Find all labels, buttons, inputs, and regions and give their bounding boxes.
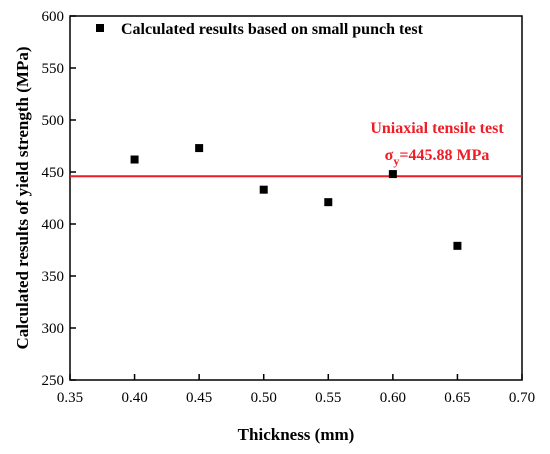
data-point xyxy=(388,170,397,179)
data-point xyxy=(130,155,139,164)
reference-value: =445.88 MPa xyxy=(399,147,489,164)
y-tick-label: 300 xyxy=(42,321,65,337)
y-tick-label: 400 xyxy=(42,217,65,233)
reference-line-label: Uniaxial tensile test xyxy=(370,120,504,137)
x-tick-label: 0.45 xyxy=(186,390,212,406)
legend-marker xyxy=(96,24,104,32)
plot-frame xyxy=(69,15,523,381)
y-tick-label: 550 xyxy=(42,61,65,77)
x-tick-label: 0.55 xyxy=(315,390,341,406)
x-tick-label: 0.50 xyxy=(251,390,277,406)
legend-label: Calculated results based on small punch … xyxy=(121,21,424,38)
x-axis-ticks: 0.35 0.40 0.45 0.50 0.55 0.60 0.65 0.70 xyxy=(57,374,535,406)
x-tick-label: 0.40 xyxy=(121,390,147,406)
sigma-subscript: y xyxy=(393,154,399,168)
x-tick-label: 0.60 xyxy=(380,390,406,406)
x-tick-label: 0.35 xyxy=(57,390,83,406)
data-point xyxy=(259,185,268,194)
sigma-symbol: σ xyxy=(385,147,394,164)
y-tick-label: 250 xyxy=(42,373,65,389)
legend: Calculated results based on small punch … xyxy=(96,21,424,38)
reference-line-value-label: σy=445.88 MPa xyxy=(385,147,490,168)
data-point xyxy=(453,241,462,250)
y-tick-label: 350 xyxy=(42,269,65,285)
x-tick-label: 0.65 xyxy=(444,390,470,406)
y-axis-title: Calculated results of yield strength (MP… xyxy=(13,47,32,350)
data-points xyxy=(130,144,462,250)
y-tick-label: 450 xyxy=(42,165,65,181)
y-tick-label: 500 xyxy=(42,113,65,129)
y-tick-label: 600 xyxy=(42,9,65,25)
y-axis-ticks: 250 300 350 400 450 500 550 600 xyxy=(42,9,76,389)
data-point xyxy=(195,144,204,153)
x-tick-label: 0.70 xyxy=(509,390,535,406)
x-axis-title: Thickness (mm) xyxy=(238,425,355,444)
data-point xyxy=(324,198,333,207)
